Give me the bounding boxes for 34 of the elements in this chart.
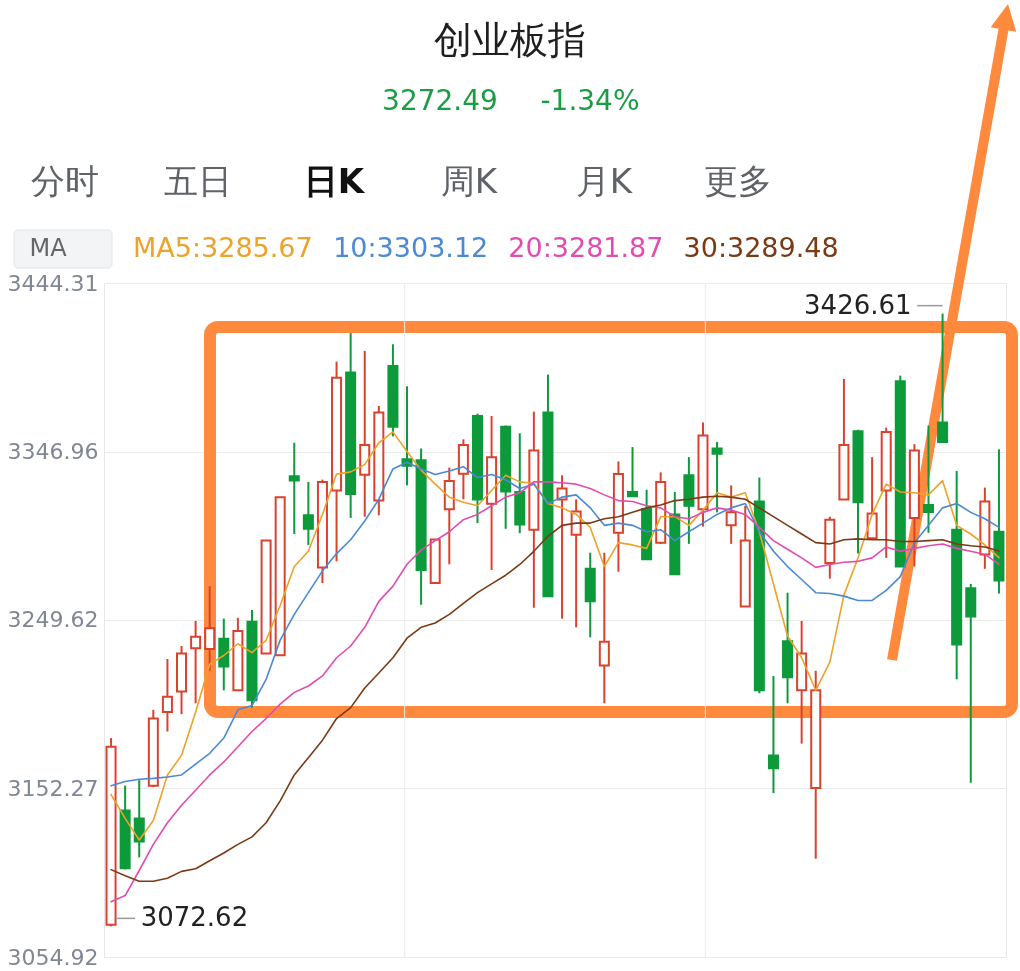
candlestick [161, 657, 173, 733]
candlestick [725, 484, 737, 545]
candlestick [711, 440, 723, 514]
candlestick [922, 424, 934, 534]
text: 30:3289.48 [683, 232, 839, 263]
candlestick [204, 585, 216, 672]
line-series [110, 431, 1000, 841]
candlestick [627, 446, 639, 498]
text: 月K [575, 161, 634, 201]
text: 3272.49 [382, 84, 498, 117]
candlestick [767, 674, 779, 795]
candlestick [288, 441, 300, 535]
text: 五日 [164, 161, 232, 201]
text: 更多 [704, 161, 772, 201]
annotation: 3072.62 [140, 902, 249, 933]
y-tick-label: 3054.92 [7, 944, 99, 970]
candlestick [937, 312, 949, 443]
y-tick-label: 3346.96 [7, 439, 99, 464]
annotation: 3426.61 [804, 289, 912, 320]
candlestick [598, 551, 610, 705]
y-tick-label: 3249.62 [7, 607, 99, 633]
chart-title: 创业板指 [434, 18, 586, 62]
text: MA [29, 234, 68, 262]
candlestick [190, 619, 202, 705]
text: MA5:3285.67 [133, 232, 313, 263]
text: 日K [303, 161, 366, 201]
text: -1.34% [540, 84, 640, 117]
text: 分时 [31, 161, 99, 201]
y-tick-label: 3444.31 [7, 270, 99, 296]
text: 周K [440, 161, 499, 201]
candlestick [302, 480, 314, 546]
text: 10:3303.12 [333, 232, 489, 263]
text: 20:3281.87 [508, 232, 664, 263]
y-tick-label: 3152.27 [7, 776, 99, 801]
